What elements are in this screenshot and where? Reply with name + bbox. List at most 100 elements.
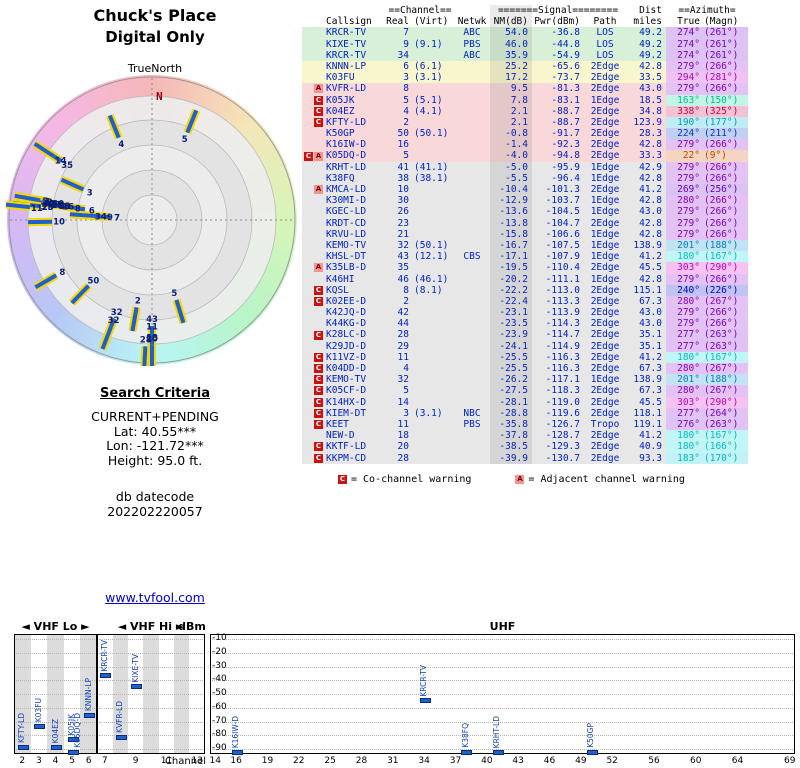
channel-tick-label: 16: [230, 756, 242, 766]
cell-real-channel: 32: [397, 239, 409, 251]
dbm-tick-label: -90: [212, 743, 227, 753]
gridline: [99, 639, 203, 640]
cell-azimuth-true: 279°: [666, 307, 702, 319]
legend-co-channel: C = Co-channel warning: [338, 474, 471, 485]
gridline: [16, 707, 95, 709]
cell-real-channel: 42: [397, 307, 409, 319]
cell-azimuth-magnetic: (211°): [702, 128, 748, 140]
table-row: KRCR-TV 7 ABC 54.0 -36.8 LOS 49.2 274° (261°): [302, 27, 748, 39]
needle-channel-label: 6: [89, 206, 95, 216]
needle-channel-label: 10: [53, 218, 65, 228]
cell-real-channel: 50: [397, 128, 409, 140]
cell-callsign: K16IW-D: [326, 139, 367, 151]
cell-callsign: KRCR-TV: [326, 27, 367, 39]
cell-distance: 33.3: [639, 150, 662, 162]
needle-channel-label: 46: [46, 200, 58, 210]
cell-callsign: KFTY-LD: [326, 116, 367, 128]
signal-marker-kvfr-ld: [115, 734, 127, 740]
cell-distance: 35.1: [639, 340, 662, 352]
channel-tick-label: 14: [209, 756, 221, 766]
signal-label-krcr-tv: KRCR-TV: [419, 665, 429, 697]
gridline: [212, 735, 793, 737]
cell-noise-margin: -20.2: [499, 273, 528, 285]
table-row: C K28LC-D 28 -23.9 -114.7 2Edge 35.1 277° (263°): [302, 329, 748, 341]
cell-virtual-channel: (6.1): [414, 60, 443, 72]
cell-real-channel: 5: [403, 94, 409, 106]
cell-flag: C: [302, 117, 326, 128]
cell-flag: A: [302, 83, 326, 94]
station-needle: [69, 282, 92, 306]
channel-tick-label: 22: [293, 756, 305, 766]
cell-flag: C: [302, 419, 326, 430]
cell-azimuth-magnetic: (226°): [702, 284, 748, 296]
cell-noise-margin: 35.9: [505, 49, 528, 61]
gridline: [212, 694, 793, 695]
table-header-cols: Callsign Real (Virt) Netwk NM(dB) Pwr(dB…: [302, 16, 748, 27]
cell-callsign: K28LC-D: [326, 329, 367, 341]
cell-azimuth-magnetic: (266°): [702, 172, 748, 184]
cell-network: [454, 128, 490, 139]
needle-channel-label: 16: [62, 203, 74, 213]
cell-path: 1Edge: [590, 239, 620, 251]
cell-real-channel: 30: [397, 195, 409, 207]
cell-azimuth-true: 279°: [666, 217, 702, 229]
needle-channel-label: 9: [107, 213, 113, 223]
station-needle: [32, 140, 57, 161]
cell-azimuth-true: 277°: [666, 329, 702, 341]
cell-power: -96.4: [551, 172, 580, 184]
cell-callsign: K02EE-D: [326, 295, 367, 307]
cell-azimuth-magnetic: (167°): [702, 430, 748, 442]
adjacent-channel-flag-icon: A: [314, 185, 323, 195]
cell-flag: [302, 229, 326, 240]
channel-tick-label: 6: [85, 756, 92, 766]
co-channel-flag-icon: C: [314, 106, 323, 116]
cell-path: 2Edge: [590, 295, 620, 307]
cell-azimuth-true: 274°: [666, 38, 702, 50]
cell-path: LOS: [596, 27, 614, 39]
cell-path: 1Edge: [590, 206, 620, 218]
cell-azimuth-true: 180°: [666, 251, 702, 263]
col-real: Real: [386, 16, 409, 28]
cell-flag: [302, 274, 326, 285]
cell-virtual-channel: [412, 453, 454, 464]
cell-callsign: KVFR-LD: [326, 83, 367, 95]
cell-azimuth-magnetic: (166°): [702, 441, 748, 453]
tvfool-link[interactable]: www.tvfool.com: [105, 590, 205, 605]
needle-channel-label: 34: [95, 212, 107, 222]
signal-label-k38fq: K38FQ: [460, 723, 470, 748]
cell-power: -114.7: [545, 329, 580, 341]
cell-virtual-channel: [412, 441, 454, 452]
cell-azimuth-true: 279°: [666, 273, 702, 285]
cell-callsign: KGEC-LD: [326, 206, 367, 218]
table-row: KHSL-DT 43 (12.1) CBS -17.1 -107.9 1Edge 41.2 18…: [302, 251, 748, 263]
cell-power: -92.3: [551, 139, 580, 151]
cell-distance: 45.5: [639, 396, 662, 408]
needle-channel-label: 3: [40, 203, 46, 213]
cell-azimuth-true: 277°: [666, 340, 702, 352]
cell-callsign: KMCA-LD: [326, 184, 367, 195]
cell-network: [454, 329, 490, 340]
cell-path: 1Edge: [590, 273, 620, 285]
signal-label-kvfr-ld: KVFR-LD: [115, 701, 125, 734]
legend-adjacent-channel: A = Adjacent channel warning: [515, 474, 685, 485]
adjacent-channel-flag-icon: A: [314, 151, 323, 161]
station-needle: [59, 176, 86, 194]
cell-network: [454, 441, 490, 452]
cell-power: -81.3: [551, 83, 580, 95]
cell-flag: C: [302, 329, 326, 340]
cell-noise-margin: -28.8: [499, 407, 528, 419]
cell-azimuth-magnetic: (266°): [702, 273, 748, 285]
cell-path: 2Edge: [590, 318, 620, 330]
needle-channel-label: 38: [59, 202, 71, 212]
channel-tick-label: 64: [731, 756, 744, 766]
needle-channel-label: 41: [59, 202, 71, 212]
needle-channel-label: 7: [114, 214, 120, 224]
channel-tick-label: 56: [648, 756, 660, 766]
co-channel-flag-icon: C: [304, 151, 313, 161]
cell-distance: 43.0: [639, 206, 662, 218]
cell-real-channel: 4: [403, 363, 409, 374]
cell-noise-margin: -13.6: [499, 206, 528, 218]
adjacent-channel-flag-icon: A: [314, 84, 323, 94]
cell-network: [454, 83, 490, 94]
table-row: C KEMO-TV 32 -26.2 -117.1 1Edge 138.9 201° (188°…: [302, 374, 748, 386]
